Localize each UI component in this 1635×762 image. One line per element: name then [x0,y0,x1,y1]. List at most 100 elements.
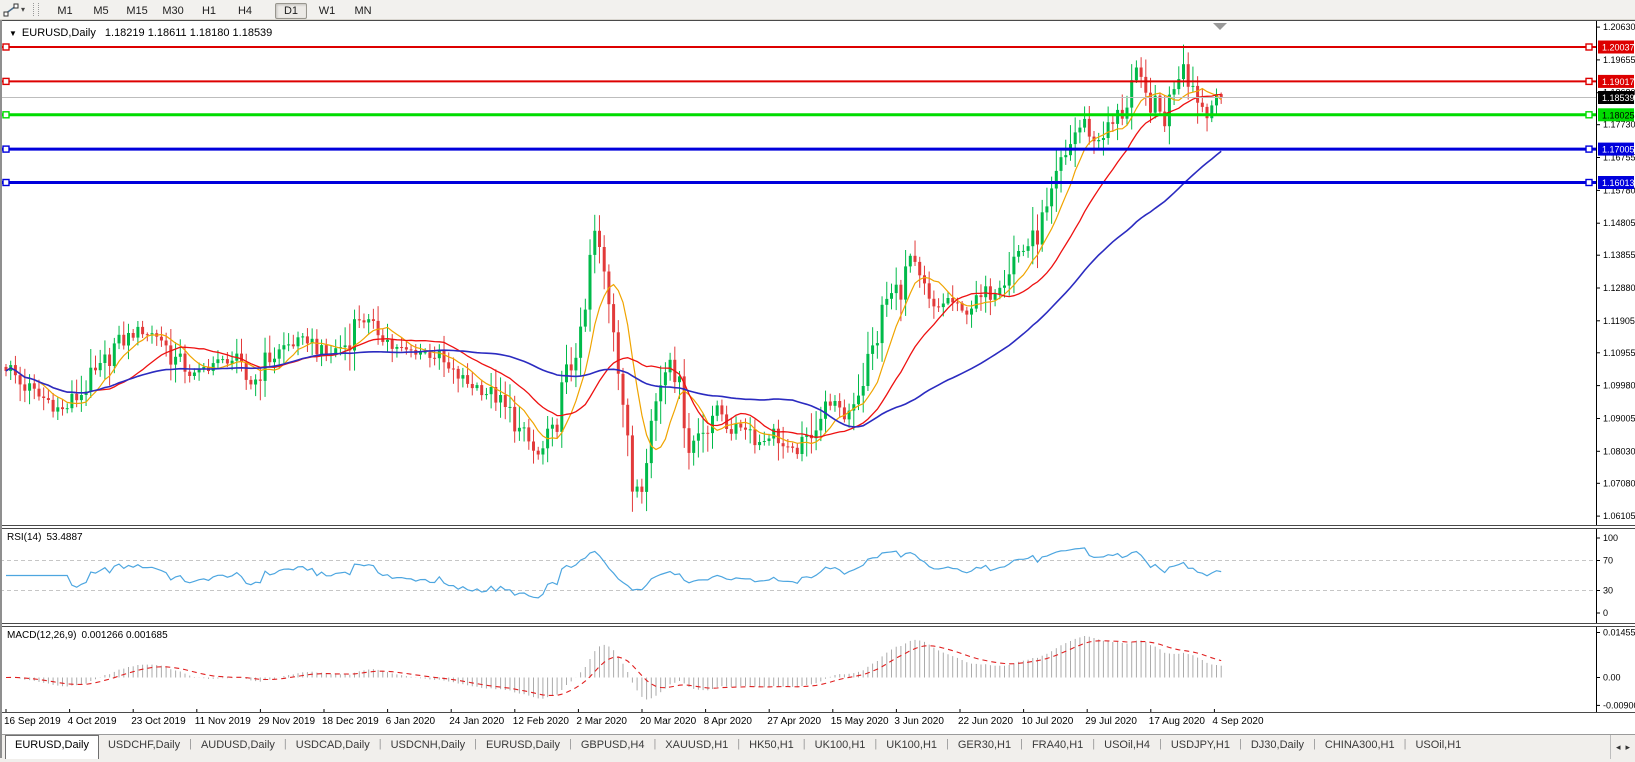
chart-tab-fra40-h1[interactable]: FRA40,H1 [1031,739,1084,751]
date-label: 18 Dec 2019 [322,716,379,727]
timeframe-toolbar: ▾ M1 M5 M15 M30 H1 H4 D1 W1 MN [0,0,1635,20]
timeframe-button-h1[interactable]: H1 [201,4,217,17]
svg-text:1.19655: 1.19655 [1603,55,1635,65]
macd-panel[interactable]: 0.01455 0.00 -0.00900 [0,626,1635,713]
chart-tab-xauusd-h1[interactable]: XAUUSD,H1 [665,739,729,751]
chart-title: ▼ EURUSD,Daily 1.18219 1.18611 1.18180 1.1… [9,27,272,39]
date-label: 15 May 2020 [830,716,889,727]
chart-tab-dj30-daily[interactable]: DJ30,Daily [1250,739,1305,751]
chart-tab-usdchf-daily[interactable]: USDCHF,Daily [107,739,181,751]
chart-tab-hk50-h1[interactable]: HK50,H1 [749,739,794,751]
date-label: 27 Apr 2020 [767,716,822,727]
tab-scroll-arrows: ◂ ▸ [1609,735,1635,759]
chart-tab-usoil-h4[interactable]: USOil,H4 [1104,739,1150,751]
chart-tab-gbpusd-h4[interactable]: GBPUSD,H4 [580,739,645,751]
svg-text:1.06105: 1.06105 [1603,511,1635,521]
macd-values: 0.001266 0.001685 [81,630,168,641]
chart-tab-uk100-h1[interactable]: UK100,H1 [814,739,866,751]
price-badge-1.17005: 1.17005 [1598,142,1635,156]
macd-name: MACD(12,26,9) [7,630,77,641]
hline-handle-right[interactable] [1585,178,1593,187]
date-label: 4 Sep 2020 [1212,716,1264,727]
chart-tab-eurusd-daily[interactable]: EURUSD,Daily [486,739,560,751]
rsi-label: RSI(14) 53.4887 [7,532,83,543]
time-axis: 16 Sep 2019 4 Oct 2019 23 Oct 2019 11 Nov 2… [0,713,1635,733]
trendline-tool-icon[interactable] [3,3,19,17]
timeframe-button-m5[interactable]: M5 [93,4,109,17]
tab-divider: | [946,738,949,750]
hline-1.18025[interactable] [0,111,1596,119]
svg-text:1.18025: 1.18025 [1602,110,1635,120]
svg-text:1.07080: 1.07080 [1603,478,1635,488]
chart-ohlc-values: 1.18219 1.18611 1.18180 1.18539 [104,27,273,39]
svg-text:1.20037: 1.20037 [1602,43,1635,53]
collapse-icon[interactable]: ▼ [9,29,17,38]
ma-20-line[interactable] [5,93,1222,438]
hline-handle-right[interactable] [1585,111,1593,119]
chart-tab-usdcnh-daily[interactable]: USDCNH,Daily [390,739,466,751]
timeframe-button-m30[interactable]: M30 [162,4,184,17]
dropdown-caret-icon[interactable]: ▾ [21,5,26,14]
svg-text:1.14805: 1.14805 [1603,218,1635,228]
chart-tab-usdcad-daily[interactable]: USDCAD,Daily [295,739,370,751]
svg-text:1.15780: 1.15780 [1603,185,1635,195]
svg-text:100: 100 [1603,533,1618,543]
main-chart-panel[interactable]: 1.206301.196551.186801.177301.167551.157… [0,20,1635,527]
svg-text:1.19017: 1.19017 [1602,77,1635,87]
hline-handle-right[interactable] [1585,43,1593,51]
timeframe-buttons: M1 M5 M15 M30 H1 H4 D1 W1 MN [47,1,381,19]
timeframe-button-h4[interactable]: H4 [237,4,253,17]
chart-tab-audusd-daily[interactable]: AUDUSD,Daily [200,739,275,751]
chart-shift-marker[interactable] [1213,23,1227,30]
svg-text:1.17730: 1.17730 [1603,120,1635,130]
ma-50-line[interactable] [5,150,1222,428]
hline-1.19017[interactable] [0,77,1596,86]
svg-text:1.08030: 1.08030 [1603,446,1635,456]
timeframe-button-m15[interactable]: M15 [126,4,148,17]
hline-handle-left[interactable] [2,111,10,119]
tab-divider: | [1313,738,1316,750]
ma-8-line[interactable] [5,87,1222,451]
toolbar-grip[interactable] [33,3,40,16]
hline-1.20037[interactable] [0,43,1596,51]
tab-divider: | [189,738,192,750]
hline-handle-left[interactable] [2,145,10,153]
chart-tab-china300-h1[interactable]: CHINA300,H1 [1324,739,1395,751]
chart-tab-usoil-h1[interactable]: USOil,H1 [1415,739,1462,751]
timeframe-button-w1[interactable]: W1 [318,4,336,17]
tab-divider: | [1159,738,1162,750]
window-left-edge [0,20,2,758]
hline-handle-left[interactable] [2,43,10,51]
svg-text:1.09980: 1.09980 [1603,381,1635,391]
hline-handle-left[interactable] [2,77,10,86]
hline-handle-right[interactable] [1585,145,1593,153]
svg-text:1.09005: 1.09005 [1603,414,1635,424]
tab-scroll-right-icon[interactable]: ▸ [1625,741,1630,752]
svg-text:1.17005: 1.17005 [1602,145,1635,155]
chart-tab-eurusd-daily[interactable]: EURUSD,Daily [5,735,99,759]
chart-tab-usdjpy-h1[interactable]: USDJPY,H1 [1170,739,1230,751]
svg-text:1.16013: 1.16013 [1602,178,1635,188]
hline-handle-right[interactable] [1585,77,1593,86]
svg-text:-0.00900: -0.00900 [1603,700,1635,710]
hline-1.17005[interactable] [0,145,1596,153]
svg-text:30: 30 [1603,586,1613,596]
rsi-panel[interactable]: 100 70 30 0 [0,528,1635,625]
timeframe-button-d1[interactable]: D1 [275,2,308,19]
svg-text:1.16755: 1.16755 [1603,153,1635,163]
hline-1.16013[interactable] [0,178,1596,187]
chart-tab-ger30-h1[interactable]: GER30,H1 [957,739,1012,751]
tab-scroll-left-icon[interactable]: ◂ [1615,741,1621,752]
svg-text:1.13855: 1.13855 [1603,250,1635,260]
date-label: 3 Jun 2020 [894,716,944,727]
tab-divider: | [802,738,806,750]
date-label: 16 Sep 2019 [4,716,61,727]
timeframe-button-m1[interactable]: M1 [57,4,73,17]
price-badge-1.16013: 1.16013 [1598,176,1635,189]
date-label: 10 Jul 2020 [1021,716,1074,727]
svg-text:0.00: 0.00 [1603,673,1621,683]
hline-handle-left[interactable] [2,178,10,187]
chart-tab-uk100-h1[interactable]: UK100,H1 [886,739,938,751]
timeframe-button-mn[interactable]: MN [354,4,372,17]
date-label: 6 Jan 2020 [385,716,436,727]
